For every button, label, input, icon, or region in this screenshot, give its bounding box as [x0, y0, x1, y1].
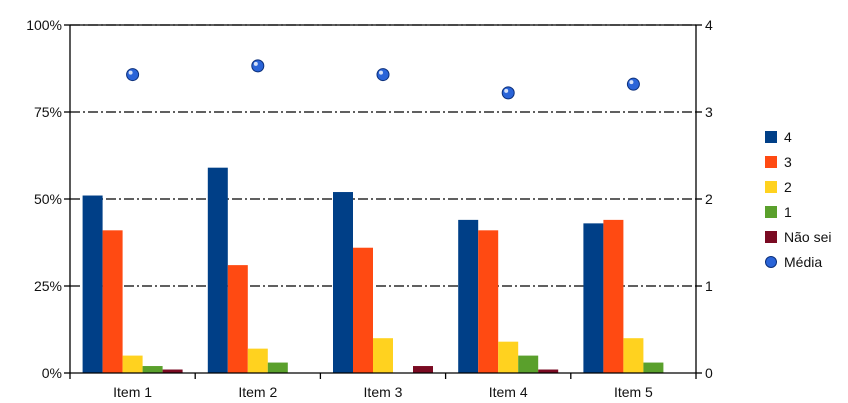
y2-tick-label: 3 [705, 104, 713, 120]
y2-tick-label: 0 [705, 365, 713, 381]
bar-1-2 [102, 230, 123, 373]
legend-swatch [765, 131, 777, 143]
bars [82, 167, 664, 373]
media-point-1 [126, 68, 140, 82]
y2-tick-label: 2 [705, 191, 713, 207]
legend-label: 1 [784, 204, 792, 220]
legend-label: 3 [784, 154, 792, 170]
y-tick-label: 50% [34, 191, 62, 207]
bar-3-3 [373, 338, 393, 373]
bar-1-5 [162, 369, 183, 373]
bar-5-3 [623, 338, 644, 373]
bar-5-1 [583, 223, 604, 373]
legend-swatch [765, 206, 777, 218]
x-tick-label: Item 5 [614, 384, 653, 400]
bar-5-4 [643, 362, 664, 373]
media-point-4 [501, 86, 515, 100]
bar-4-3 [498, 341, 519, 373]
bar-4-1 [458, 219, 479, 373]
bar-2-4 [267, 362, 288, 373]
legend-label: Média [784, 254, 822, 270]
media-point-highlight [379, 70, 383, 75]
media-point-3 [376, 68, 390, 82]
x-tick-label: Item 3 [364, 384, 403, 400]
legend-label: 4 [784, 129, 792, 145]
y-tick-label: 100% [26, 17, 62, 33]
legend-label: Não sei [784, 229, 831, 245]
y-tick-label: 75% [34, 104, 62, 120]
bar-1-3 [122, 355, 143, 373]
media-point-highlight [128, 70, 133, 75]
legend: 4 3 2 1 Não sei Média [765, 129, 831, 270]
bar-1-4 [142, 366, 163, 373]
media-point-5 [626, 77, 640, 91]
y-tick-label: 0% [42, 365, 62, 381]
media-point-highlight [253, 61, 258, 66]
bar-3-5 [413, 366, 433, 373]
bar-2-1 [207, 167, 228, 373]
media-point-2 [251, 59, 265, 73]
media-points [126, 59, 640, 100]
tick-labels: 0% 25% 50% 75% 100% 0 1 2 3 4 Item 1 Item 2 Item 3 It… [26, 17, 713, 400]
bar-3-2 [353, 247, 373, 373]
y2-tick-label: 4 [705, 17, 713, 33]
legend-swatch [765, 181, 777, 193]
media-point-highlight [504, 88, 509, 93]
media-point-highlight [629, 80, 634, 85]
y2-tick-label: 1 [705, 278, 713, 294]
x-tick-label: Item 2 [238, 384, 277, 400]
bar-4-4 [518, 355, 539, 373]
bar-4-2 [478, 230, 499, 373]
bar-1-1 [82, 195, 103, 373]
legend-label: 2 [784, 179, 792, 195]
bar-4-5 [538, 369, 559, 373]
bar-5-2 [603, 219, 624, 373]
axes [64, 24, 702, 379]
legend-swatch [765, 156, 777, 168]
legend-swatch [765, 231, 777, 243]
x-tick-label: Item 4 [489, 384, 528, 400]
x-tick-label: Item 1 [113, 384, 152, 400]
bar-2-3 [247, 348, 268, 373]
y-tick-label: 25% [34, 278, 62, 294]
bar-3-1 [333, 192, 353, 373]
legend-marker [765, 256, 777, 268]
bar-2-2 [227, 265, 248, 373]
